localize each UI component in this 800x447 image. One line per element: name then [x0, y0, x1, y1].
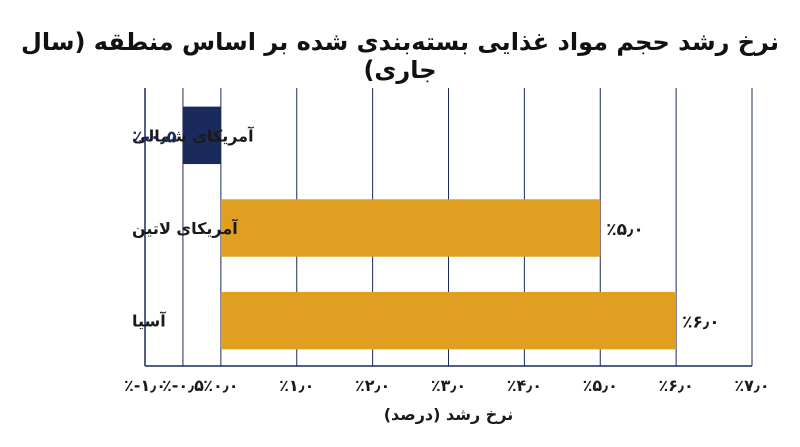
x-tick-label: ٪-۰٫۵	[162, 376, 204, 395]
x-tick-label: ٪۳٫۰	[431, 376, 466, 395]
bar-2	[220, 199, 601, 257]
data-label: ٪-۰٫۵	[132, 127, 177, 147]
category-label: آمریکای لاتین	[132, 218, 238, 238]
x-tick-label: ٪-۱٫۰	[124, 376, 166, 395]
chart-title: نرخ رشد حجم مواد غذایی بسته‌بندی شده بر …	[21, 28, 779, 84]
x-tick-label: ٪۵٫۰	[583, 376, 618, 395]
x-tick-label: ٪۴٫۰	[507, 376, 542, 395]
bar-1	[182, 106, 221, 165]
bar-3	[220, 291, 677, 350]
x-tick-label: ٪۶٫۰	[658, 376, 693, 395]
x-tick-label: ٪۱٫۰	[279, 376, 314, 395]
x-tick-label: ٪۷٫۰	[734, 376, 769, 395]
x-axis-title: نرخ رشد (درصد)	[384, 405, 514, 424]
category-label: آمریکای شمالی	[132, 125, 254, 145]
data-label: ٪۶٫۰	[682, 313, 720, 333]
x-tick-label: ٪۰٫۰	[203, 376, 238, 395]
data-label: ٪۵٫۰	[606, 220, 644, 240]
x-tick-label: ٪۲٫۰	[355, 376, 390, 395]
category-label: آسیا	[132, 311, 166, 331]
